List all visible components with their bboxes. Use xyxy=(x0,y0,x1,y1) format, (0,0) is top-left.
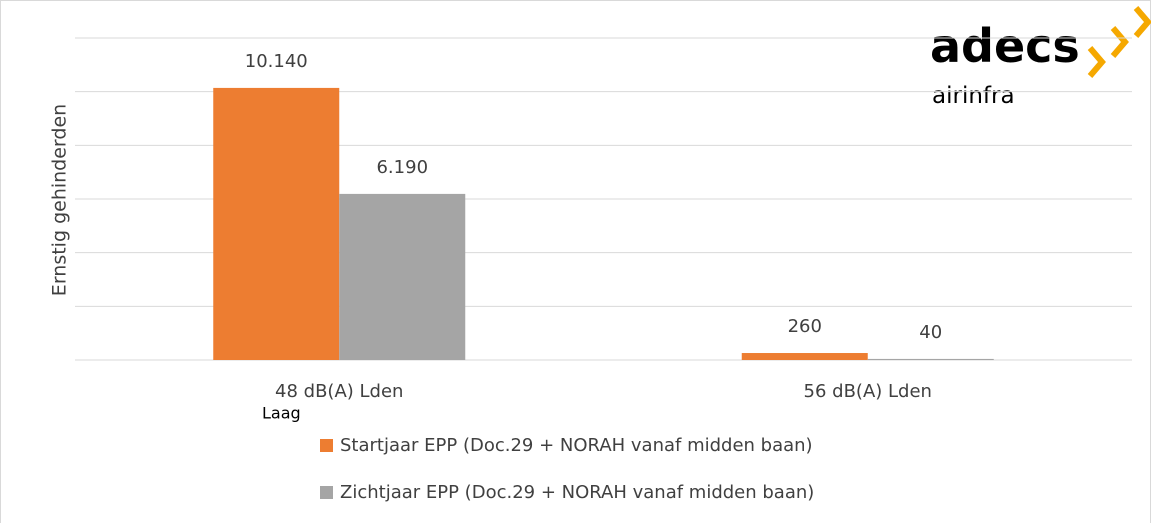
annotation: Laag xyxy=(262,404,301,423)
bar xyxy=(213,87,340,360)
x-tick-label: 48 dB(A) Lden xyxy=(275,381,403,402)
logo-chevron xyxy=(1087,46,1106,78)
logo-chevron xyxy=(1110,26,1129,58)
logo-sub: airinfra xyxy=(932,83,1015,109)
legend-swatch xyxy=(320,486,333,499)
x-tick-label: 56 dB(A) Lden xyxy=(804,381,932,402)
legend-label: Zichtjaar EPP (Doc.29 + NORAH vanaf midd… xyxy=(340,482,814,503)
data-label: 40 xyxy=(919,322,942,343)
data-label: 260 xyxy=(788,316,822,337)
bar xyxy=(339,193,466,360)
data-label: 10.140 xyxy=(245,51,308,72)
y-axis-label: Ernstig gehinderden xyxy=(49,104,71,296)
legend-label: Startjaar EPP (Doc.29 + NORAH vanaf midd… xyxy=(340,435,813,456)
logo-chevron xyxy=(1133,6,1151,38)
bar xyxy=(867,358,994,360)
legend-swatch xyxy=(320,439,333,452)
bar xyxy=(741,353,868,360)
logo-name: adecs xyxy=(930,19,1080,73)
data-label: 6.190 xyxy=(376,157,428,178)
